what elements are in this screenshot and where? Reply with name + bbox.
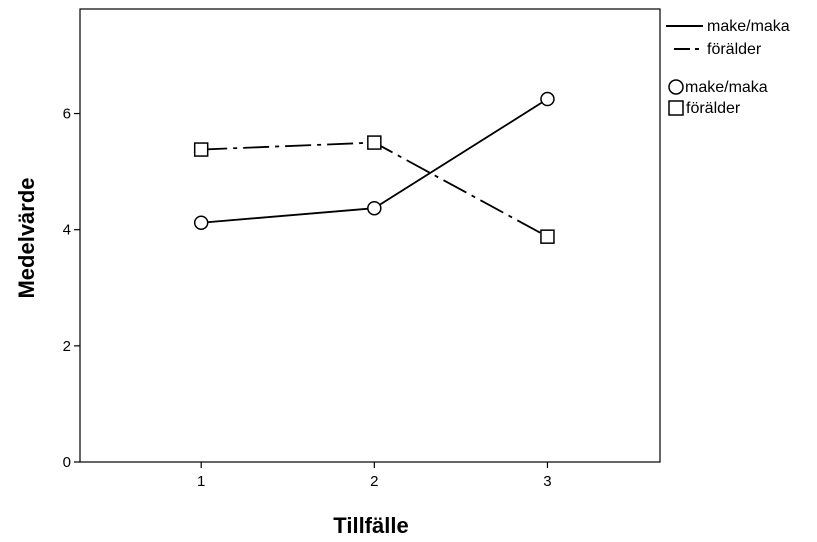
series-line-foralder: [201, 141, 548, 238]
data-point-make-maka: [367, 200, 382, 216]
legend-line-label-foralder: förälder: [707, 41, 762, 58]
legend-circle-marker-icon: [668, 79, 684, 95]
y-tick-label: 4: [63, 222, 71, 239]
x-tick-label: 1: [197, 473, 205, 490]
y-tick-label: 0: [63, 454, 71, 471]
data-point-foralder: [193, 142, 209, 157]
y-tick-label: 6: [63, 106, 71, 123]
data-point-foralder: [367, 135, 382, 150]
legend-square-marker-icon: [668, 100, 684, 116]
series-layer: [193, 91, 555, 244]
x-tick-label: 3: [543, 473, 551, 490]
y-axis-ticks: 0 2 4 6: [63, 106, 80, 471]
x-axis-title: Tillfälle: [333, 513, 408, 538]
data-point-make-maka: [193, 215, 209, 230]
data-point-make-maka: [540, 91, 555, 107]
legend-marker-label-foralder: förälder: [686, 100, 741, 117]
legend-line-label-make-maka: make/maka: [707, 18, 790, 35]
y-tick-label: 2: [63, 338, 71, 355]
legend: make/maka förälder make/maka förälder: [666, 18, 790, 117]
data-point-foralder: [540, 229, 555, 244]
x-axis-ticks: 1 2 3: [197, 462, 552, 490]
legend-marker-label-make-maka: make/maka: [685, 79, 768, 96]
y-axis-title: Medelvärde: [14, 177, 39, 298]
x-tick-label: 2: [370, 473, 378, 490]
plot-frame: [79, 8, 661, 463]
